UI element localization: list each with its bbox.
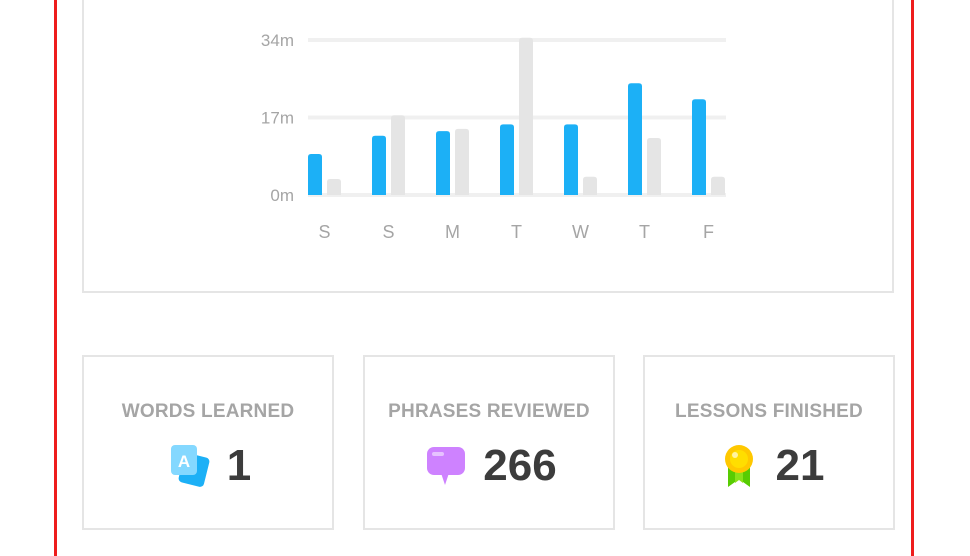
x-tick-label: S — [382, 222, 394, 242]
y-tick-label: 0m — [270, 186, 294, 205]
x-tick-label: S — [318, 222, 330, 242]
bar-current-week — [628, 83, 642, 195]
speech-bubble-icon — [427, 447, 466, 485]
bar-previous-week — [711, 176, 725, 195]
bar-current-week — [308, 153, 322, 195]
stat-title: PHRASES REVIEWED — [388, 401, 590, 422]
flashcards-icon: A — [170, 445, 210, 487]
page-frame — [54, 0, 914, 556]
words-learned-card: WORDS LEARNED A 1 — [82, 355, 334, 530]
y-tick-label: 34m — [261, 31, 294, 50]
y-tick-label: 17m — [261, 109, 294, 128]
phrases-reviewed-value: 266 — [483, 441, 557, 490]
bar-current-week — [500, 124, 514, 195]
bar-current-week — [564, 124, 578, 195]
bar-current-week — [372, 135, 386, 195]
phrases-reviewed-card: PHRASES REVIEWED 266 — [363, 355, 615, 530]
svg-text:A: A — [178, 452, 190, 471]
lessons-finished-card: LESSONS FINISHED 21 — [643, 355, 895, 530]
bar-previous-week — [455, 128, 469, 195]
weekly-time-chart: 0m 17m 34m S S M T W T F — [261, 31, 726, 242]
medal-icon — [724, 445, 753, 487]
bar-previous-week — [583, 176, 597, 195]
bar-previous-week — [519, 37, 533, 196]
x-tick-label: F — [703, 222, 714, 242]
bar-current-week — [436, 131, 450, 195]
x-tick-label: T — [639, 222, 650, 242]
bar-previous-week — [327, 179, 341, 195]
words-learned-value: 1 — [226, 441, 252, 490]
bar-previous-week — [391, 115, 405, 195]
stat-title: WORDS LEARNED — [121, 401, 295, 422]
x-tick-label: T — [511, 222, 522, 242]
stat-title: LESSONS FINISHED — [675, 401, 863, 422]
x-tick-label: M — [445, 222, 460, 242]
x-tick-label: W — [572, 222, 589, 242]
bar-previous-week — [647, 138, 661, 195]
weekly-chart-card: 0m 17m 34m S S M T W T F — [82, 0, 894, 293]
bar-current-week — [692, 99, 706, 195]
lessons-finished-value: 21 — [775, 441, 825, 490]
